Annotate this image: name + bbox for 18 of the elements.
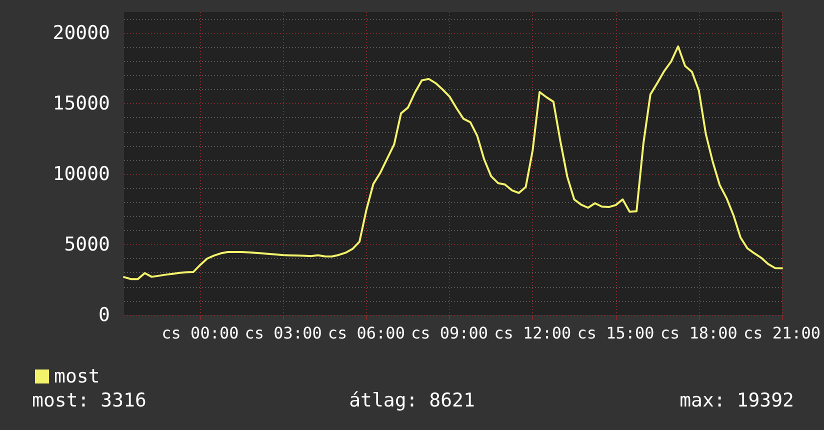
x-tick-label: cs 12:00: [494, 324, 572, 342]
text: most: 3316: [32, 390, 146, 412]
x-tick-label: cs 15:00: [577, 324, 654, 342]
text: max: 19392: [680, 390, 794, 412]
y-tick-label: 15000: [52, 92, 110, 115]
line-series: [123, 45, 783, 280]
x-tick-label: cs 03:00: [244, 324, 322, 342]
x-tick-label: cs 06:00: [328, 324, 405, 342]
legend-label: most: [54, 366, 100, 388]
x-tick-label: cs 18:00: [660, 324, 738, 342]
y-tick-label: 20000: [52, 22, 110, 44]
text: átlag: 8621: [349, 390, 475, 412]
x-tick-label: cs 00:00: [162, 324, 239, 342]
y-tick-label: 5000: [64, 234, 110, 256]
x-tick-label: cs 09:00: [411, 324, 488, 342]
x-tick-label: cs 21:00: [743, 324, 821, 342]
y-tick-label: 10000: [52, 163, 110, 186]
y-tick-label: 0: [98, 304, 110, 326]
